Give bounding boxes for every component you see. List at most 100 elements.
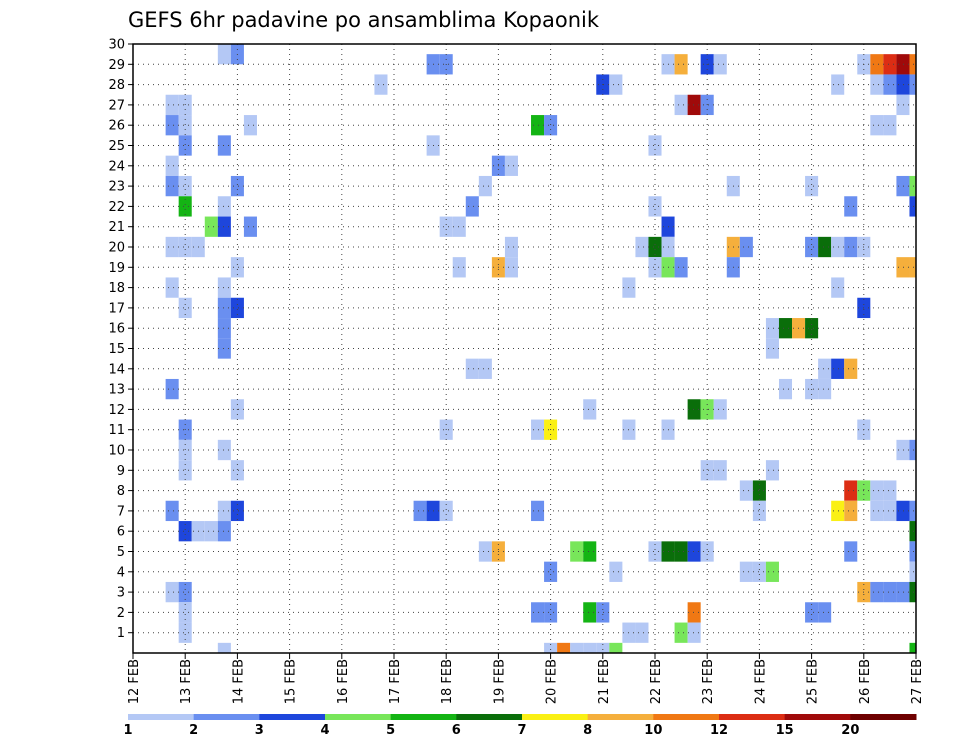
- heatmap-cell: [178, 196, 192, 217]
- heatmap-cell: [909, 561, 916, 582]
- y-tick-label: 6: [117, 525, 125, 540]
- y-tick-label: 1: [117, 626, 125, 641]
- heatmap-cell: [909, 500, 916, 522]
- heatmap-cell: [909, 521, 916, 542]
- heatmap-cell: [700, 460, 714, 481]
- heatmap-cell: [870, 581, 884, 603]
- heatmap-cell: [896, 257, 910, 278]
- heatmap-cell: [452, 216, 466, 237]
- heatmap-cell: [478, 358, 492, 379]
- heatmap-cell: [765, 338, 779, 359]
- heatmap-cell: [178, 236, 192, 258]
- heatmap-cell: [648, 236, 662, 258]
- heatmap-cell: [596, 642, 610, 653]
- heatmap-cell: [896, 94, 910, 116]
- x-tick-label: 20 FEB: [545, 659, 560, 704]
- y-tick-label: 17: [108, 301, 125, 316]
- heatmap-cell: [831, 74, 845, 95]
- heatmap-cell: [230, 500, 244, 522]
- y-tick-label: 10: [108, 444, 125, 459]
- heatmap-cell: [700, 541, 714, 562]
- legend-label: 5: [386, 723, 395, 738]
- heatmap-cell: [870, 115, 884, 136]
- heatmap-cell: [217, 318, 231, 339]
- heatmap-cell: [883, 54, 897, 75]
- heatmap-cell: [674, 257, 688, 278]
- heatmap-cell: [778, 378, 793, 400]
- heatmap-cell: [778, 318, 793, 339]
- heatmap-cell: [648, 257, 662, 278]
- x-tick-label: 17 FEB: [388, 659, 403, 704]
- y-tick-label: 12: [108, 403, 125, 418]
- heatmap-cell: [739, 561, 753, 582]
- heatmap-cell: [217, 439, 231, 461]
- heatmap-cell: [243, 216, 257, 237]
- x-tick-label: 23 FEB: [701, 659, 716, 704]
- y-tick-label: 26: [108, 119, 125, 134]
- heatmap-cell: [883, 500, 897, 522]
- heatmap-cell: [818, 602, 832, 623]
- heatmap-cell: [844, 358, 858, 379]
- legend-swatch: [128, 714, 195, 720]
- heatmap-cell: [557, 642, 571, 653]
- heatmap-cell: [465, 196, 479, 217]
- heatmap-cell: [687, 622, 701, 643]
- heatmap-cell: [178, 581, 192, 603]
- legend-label: 7: [517, 723, 526, 738]
- heatmap-cell: [531, 115, 545, 136]
- heatmap-cell: [909, 74, 916, 95]
- heatmap-cell: [831, 500, 845, 522]
- heatmap-cell: [439, 216, 453, 237]
- x-tick-label: 27 FEB: [910, 659, 925, 704]
- heatmap-cell: [648, 541, 662, 562]
- heatmap-cell: [896, 581, 910, 603]
- heatmap-cell: [805, 175, 819, 197]
- y-tick-label: 20: [108, 241, 125, 256]
- heatmap-cell: [544, 602, 558, 623]
- heatmap-cell: [844, 500, 858, 522]
- heatmap-cell: [818, 236, 832, 258]
- heatmap-cell: [570, 642, 584, 653]
- heatmap-cell: [674, 94, 688, 116]
- heatmap-cell: [413, 500, 427, 522]
- y-tick-label: 11: [108, 423, 125, 438]
- heatmap-cell: [713, 399, 727, 420]
- heatmap-cell: [909, 54, 916, 75]
- heatmap-cell: [217, 277, 231, 298]
- heatmap-cell: [687, 602, 701, 623]
- heatmap-cell: [230, 297, 244, 319]
- legend-swatch: [390, 714, 457, 720]
- legend-swatch: [719, 714, 786, 720]
- legend-swatch: [653, 714, 720, 720]
- y-tick-label: 25: [108, 139, 125, 154]
- heatmap-cell: [831, 277, 845, 298]
- legend-label: 8: [583, 723, 592, 738]
- y-tick-label: 7: [117, 504, 125, 519]
- legend: 1 2 3 4 5 6 7 8 10 12 15 20: [123, 714, 917, 738]
- y-tick-label: 21: [108, 220, 125, 235]
- heatmap-cell: [504, 236, 518, 258]
- heatmap-cell: [178, 135, 192, 156]
- heatmap-cell: [165, 277, 179, 298]
- heatmap-cell: [583, 399, 597, 420]
- heatmap-cell: [204, 521, 218, 542]
- heatmap-cell: [609, 74, 623, 95]
- heatmap-cell: [165, 500, 179, 522]
- heatmap-cell: [165, 175, 179, 197]
- heatmap-cell: [674, 54, 688, 75]
- x-tick-label: 15 FEB: [284, 659, 299, 704]
- y-tick-label: 15: [108, 342, 125, 357]
- x-tick-label: 13 FEB: [179, 659, 194, 704]
- grid-lines: [133, 43, 916, 653]
- heatmap-cell: [243, 115, 257, 136]
- y-tick-label: 23: [108, 180, 125, 195]
- heatmap-cell: [909, 257, 916, 278]
- x-axis: 12 FEB 13 FEB 14 FEB 15 FEB 16 FEB 17 FEB 18 F…: [127, 653, 925, 704]
- heatmap-cell: [465, 358, 479, 379]
- x-tick-label: 22 FEB: [649, 659, 664, 704]
- legend-label: 12: [710, 723, 728, 738]
- heatmap-cell: [165, 115, 179, 136]
- legend-swatch: [325, 714, 392, 720]
- heatmap-cell: [504, 155, 518, 176]
